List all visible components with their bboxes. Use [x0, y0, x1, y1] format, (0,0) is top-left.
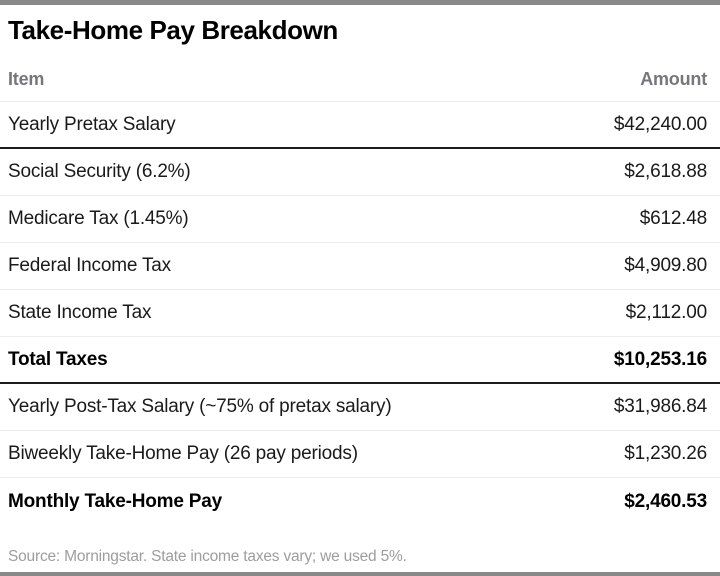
- bottom-rule-bar: [0, 572, 720, 576]
- top-rule-bar: [0, 0, 720, 5]
- row-amount-value: $42,240.00: [613, 113, 707, 135]
- table-row: Yearly Post-Tax Salary (~75% of pretax s…: [0, 384, 720, 431]
- row-amount-value: $4,909.80: [624, 255, 707, 276]
- table-row: Yearly Pretax Salary $42,240.00: [0, 102, 720, 149]
- row-amount-value: $10,253.16: [613, 348, 707, 370]
- row-amount-value: $31,986.84: [613, 396, 707, 417]
- table-row: Total Taxes $10,253.16: [0, 337, 720, 384]
- row-item-label: Federal Income Tax: [8, 255, 171, 276]
- row-item-label: Yearly Pretax Salary: [8, 113, 176, 135]
- table-row: Biweekly Take-Home Pay (26 pay periods) …: [0, 431, 720, 478]
- row-amount-value: $2,112.00: [625, 302, 708, 323]
- column-header-item: Item: [8, 69, 45, 89]
- column-header-amount: Amount: [640, 69, 707, 89]
- row-item-label: Medicare Tax (1.45%): [8, 208, 189, 229]
- row-item-label: Total Taxes: [8, 348, 108, 370]
- row-item-label: State Income Tax: [8, 302, 152, 323]
- table-row: Monthly Take-Home Pay $2,460.53: [0, 478, 720, 525]
- table-body: Yearly Pretax Salary $42,240.00 Social S…: [0, 102, 720, 525]
- row-amount-value: $2,618.88: [624, 161, 707, 182]
- row-item-label: Biweekly Take-Home Pay (26 pay periods): [8, 443, 358, 464]
- row-amount-value: $1,230.26: [624, 443, 707, 464]
- row-amount-value: $612.48: [639, 208, 707, 229]
- row-item-label: Monthly Take-Home Pay: [8, 490, 222, 512]
- table-row: Social Security (6.2%) $2,618.88: [0, 149, 720, 196]
- table-row: Medicare Tax (1.45%) $612.48: [0, 196, 720, 243]
- table-header-row: Item Amount: [0, 45, 720, 102]
- row-item-label: Social Security (6.2%): [8, 161, 191, 182]
- table-row: Federal Income Tax $4,909.80: [0, 243, 720, 290]
- page-title: Take-Home Pay Breakdown: [8, 15, 338, 45]
- row-amount-value: $2,460.53: [624, 490, 707, 512]
- table-row: State Income Tax $2,112.00: [0, 290, 720, 337]
- row-item-label: Yearly Post-Tax Salary (~75% of pretax s…: [8, 396, 392, 417]
- source-note: Source: Morningstar. State income taxes …: [8, 548, 407, 565]
